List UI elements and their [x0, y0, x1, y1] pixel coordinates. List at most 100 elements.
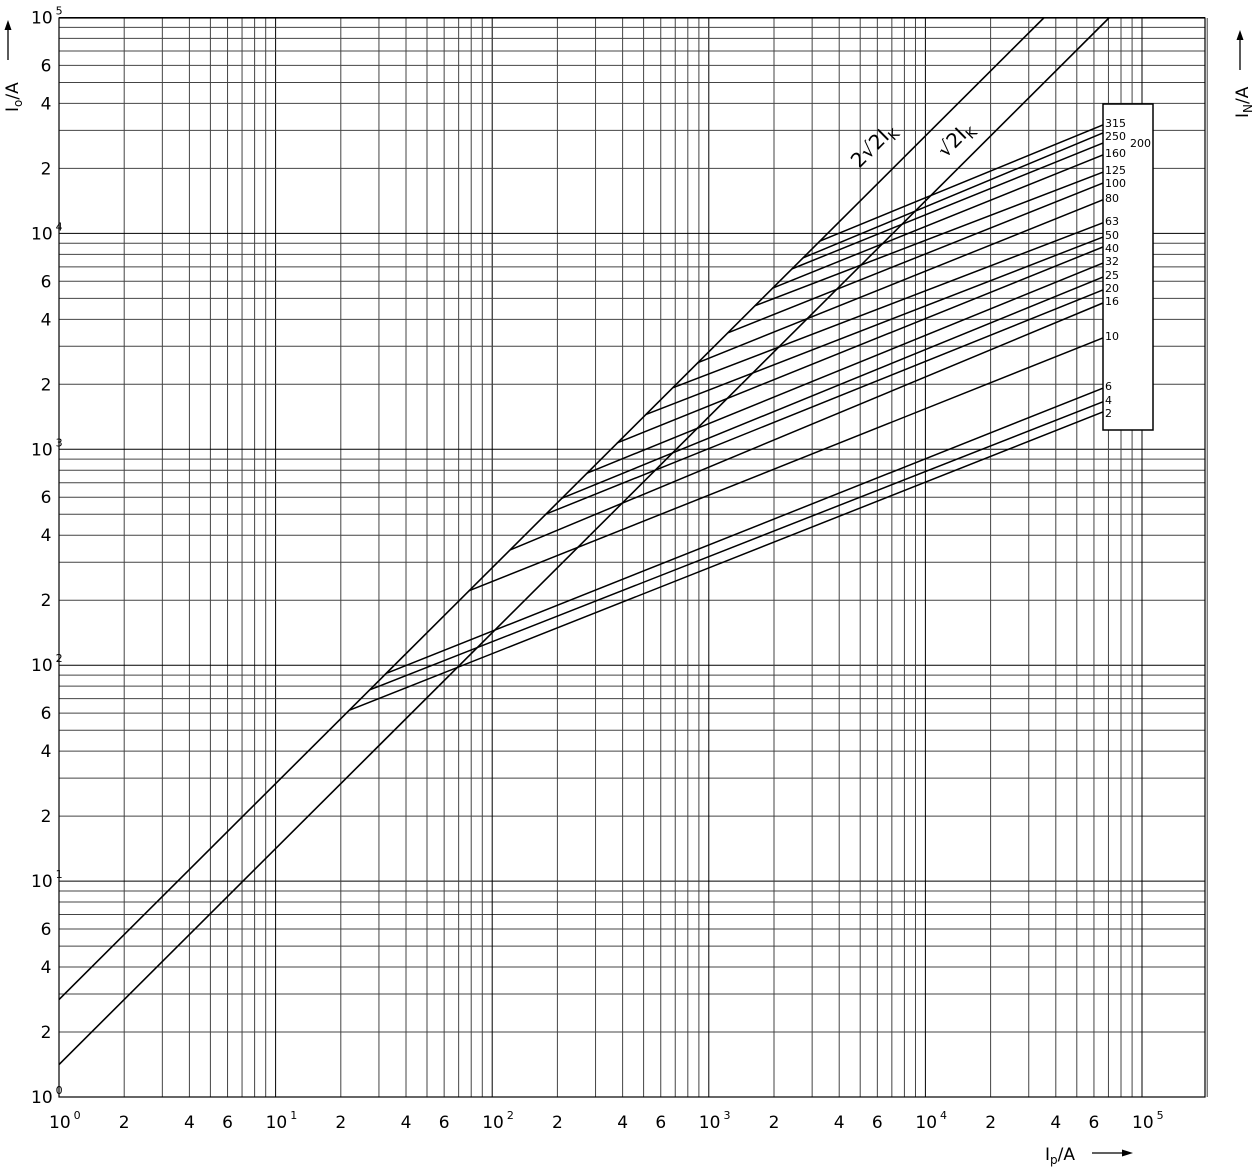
y-tick-text: 10	[31, 872, 53, 892]
plot-frame	[58, 17, 1206, 1098]
x-tick-text: 4	[1050, 1113, 1061, 1133]
y-tick-text: 6	[41, 56, 52, 76]
y-tick-text: 6	[41, 920, 52, 940]
y-tick-label: 4	[41, 526, 52, 546]
x-axis-label: Ip/A	[1045, 1145, 1075, 1167]
x-tick-label: 2	[985, 1113, 996, 1133]
y-tick-text: 2	[41, 591, 52, 611]
x-tick-text: 2	[119, 1113, 130, 1133]
fuse-label-315: 315	[1105, 117, 1126, 130]
fuse-line-160	[772, 154, 1104, 289]
x-tick-label: 4	[401, 1113, 412, 1133]
x-tick-text: 6	[872, 1113, 883, 1133]
y-tick-text: 6	[41, 488, 52, 508]
y-tick-label: 6	[41, 704, 52, 724]
fuse-label-50: 50	[1105, 229, 1119, 242]
label-box	[1102, 103, 1154, 431]
x-tick-label: 2	[769, 1113, 780, 1133]
y-tick-text: 10	[31, 224, 53, 244]
y-tick-text: 4	[41, 526, 52, 546]
x-tick-text: 4	[617, 1113, 628, 1133]
fuse-line-40	[616, 246, 1104, 444]
y2-axis-label: IN/A	[1233, 86, 1252, 118]
fuse-line-25	[561, 276, 1104, 499]
x-tick-text: 10	[1132, 1113, 1154, 1133]
fuse-line-6	[386, 387, 1104, 674]
x-tick-label: 10 2	[482, 1109, 514, 1133]
x-tick-text: 10	[482, 1113, 504, 1133]
fuse-label-20: 20	[1105, 282, 1119, 295]
y-tick-text: 2	[41, 375, 52, 395]
x-tick-label: 4	[617, 1113, 628, 1133]
x-tick-label: 6	[655, 1113, 666, 1133]
fuse-line-10	[468, 337, 1104, 592]
y-tick-label: 6	[41, 272, 52, 292]
x-axis-arrowhead-icon	[1122, 1149, 1133, 1157]
x-tick-label: 4	[184, 1113, 195, 1133]
x-axis-label-main: I	[1045, 1145, 1050, 1165]
y-tick-exponent: 4	[56, 220, 63, 233]
y-tick-text: 4	[41, 742, 52, 762]
x-tick-label: 4	[1050, 1113, 1061, 1133]
x-tick-text: 10	[915, 1113, 937, 1133]
y-tick-text: 6	[41, 272, 52, 292]
x-tick-label: 2	[552, 1113, 563, 1133]
fuse-line-4	[369, 401, 1104, 691]
y2-axis-label-unit: /A	[1233, 86, 1252, 104]
x-tick-text: 2	[552, 1113, 563, 1133]
y2-axis-label-main: I	[1233, 113, 1252, 118]
x-tick-text: 4	[401, 1113, 412, 1133]
fuse-label-2: 2	[1105, 407, 1112, 420]
reference-lines: 2√2IK √2IK	[58, 16, 1110, 1066]
fuse-label-25: 25	[1105, 269, 1119, 282]
y-tick-label: 4	[41, 958, 52, 978]
fuse-line-80	[697, 199, 1104, 364]
x-tick-exponent: 3	[723, 1109, 730, 1122]
fuse-line-32	[586, 262, 1104, 474]
x-tick-text: 10	[266, 1113, 288, 1133]
x-tick-text: 4	[184, 1113, 195, 1133]
grid	[58, 17, 1208, 1098]
x-tick-label: 10 5	[1132, 1109, 1164, 1133]
y-tick-text: 6	[41, 704, 52, 724]
y-tick-text: 4	[41, 310, 52, 330]
y-tick-label: 2	[41, 591, 52, 611]
y-tick-exponent: 0	[56, 1084, 63, 1097]
y-tick-label: 6	[41, 56, 52, 76]
fuse-label-32: 32	[1105, 255, 1119, 268]
fuse-line-100	[727, 182, 1104, 334]
y-tick-label: 4	[41, 742, 52, 762]
x-tick-text: 2	[985, 1113, 996, 1133]
x-tick-label: 6	[439, 1113, 450, 1133]
fuse-line-2	[349, 411, 1104, 711]
fuse-label-200: 200	[1130, 137, 1151, 150]
y-tick-label: 10 2	[31, 652, 63, 676]
y-tick-text: 10	[31, 440, 53, 460]
y-tick-text: 2	[41, 1023, 52, 1043]
y-axis-label-main: I	[3, 107, 23, 112]
fuse-line-200	[791, 142, 1104, 270]
x-tick-label: 10 0	[49, 1109, 81, 1133]
fuse-label-125: 125	[1105, 164, 1126, 177]
fuse-label-250: 250	[1105, 130, 1126, 143]
x-axis-label-sub: p	[1050, 1153, 1058, 1167]
y-tick-label: 6	[41, 488, 52, 508]
x-axis-label-unit: /A	[1058, 1145, 1076, 1165]
y-axis-arrowhead-icon	[4, 20, 12, 30]
x-tick-text: 6	[439, 1113, 450, 1133]
x-tick-exponent: 0	[74, 1109, 81, 1122]
y-tick-text: 10	[31, 1088, 53, 1108]
fuse-label-40: 40	[1105, 242, 1119, 255]
fuse-label-80: 80	[1105, 192, 1119, 205]
fuse-line-50	[645, 236, 1104, 416]
fuse-label-6: 6	[1105, 380, 1112, 393]
fuse-label-63: 63	[1105, 215, 1119, 228]
y-tick-exponent: 1	[56, 868, 63, 881]
x-tick-text: 6	[1089, 1113, 1100, 1133]
tick-labels: 10 0 2 4 6 10 1 2 4 6 10 2 2 4 6 10 3 2 4 6 10 4 2 4 6 10 510 02461…	[31, 5, 1164, 1134]
x-tick-label: 2	[119, 1113, 130, 1133]
y-axis-label-sub: o	[11, 100, 25, 107]
y2-axis-arrowhead-icon	[1236, 30, 1244, 40]
